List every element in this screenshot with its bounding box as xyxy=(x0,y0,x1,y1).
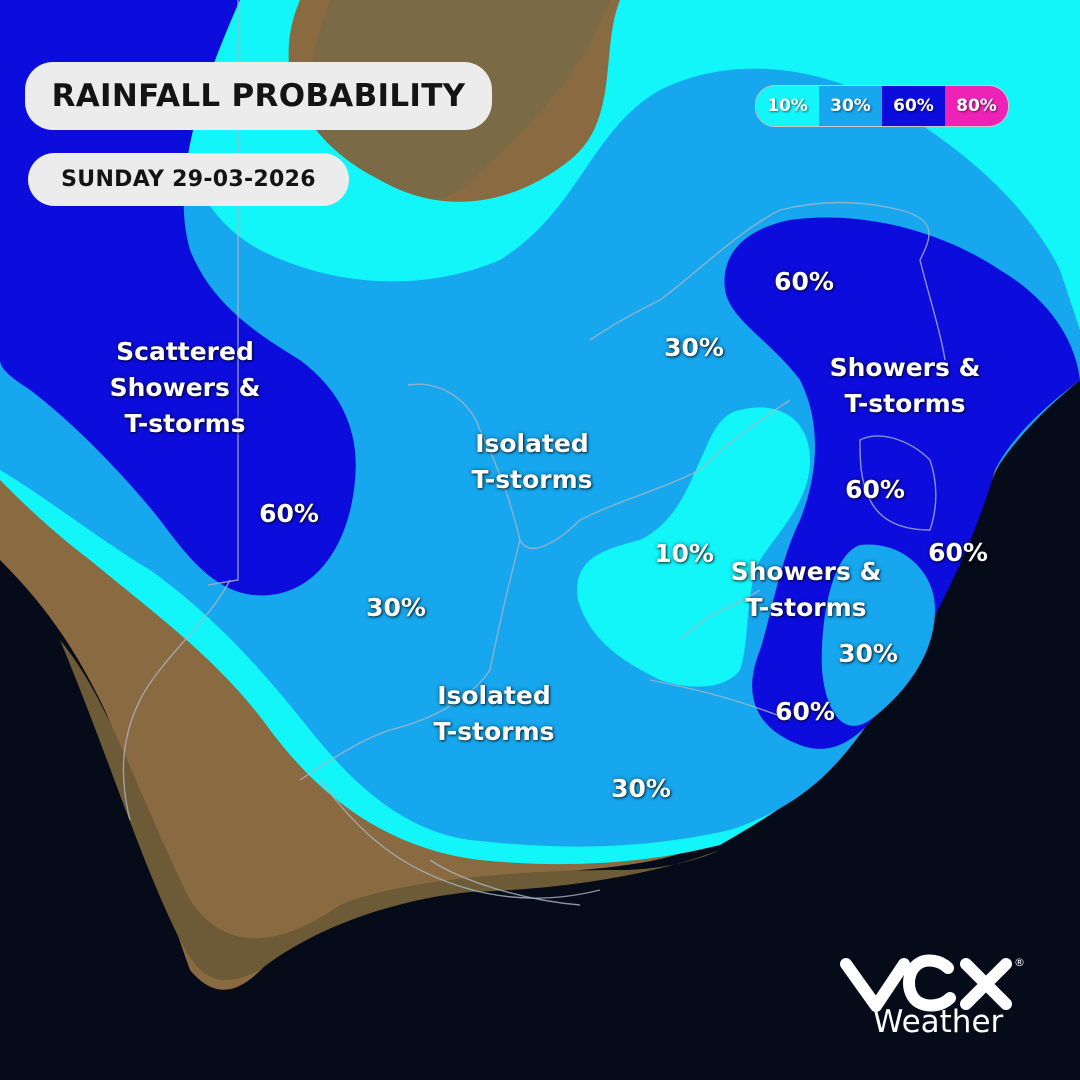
probability-legend: 10% 30% 60% 80% xyxy=(755,85,1009,127)
map-label-se-line-1: Showers & xyxy=(730,557,882,586)
map-label-west: Scattered Showers & T-storms xyxy=(110,334,261,442)
registered-mark: ® xyxy=(1014,956,1025,969)
zone-30-se xyxy=(821,544,935,726)
legend-item-10: 10% xyxy=(756,86,819,126)
map-label-south-line-2: T-storms xyxy=(433,717,555,746)
legend-item-60: 60% xyxy=(882,86,945,126)
map-label-coast-pct: 60% xyxy=(928,538,988,567)
map-label-dry-pct: 10% xyxy=(654,539,714,568)
map-label-ne-30: 30% xyxy=(664,333,724,362)
legend-item-80: 80% xyxy=(945,86,1008,126)
map-label-ne-desc: Showers & T-storms xyxy=(830,350,981,422)
vox-logo: ® xyxy=(840,954,1025,1012)
zone-60-east xyxy=(724,217,1080,749)
map-label-central-line-2: T-storms xyxy=(471,465,593,494)
map-label-se-line-2: T-storms xyxy=(745,593,867,622)
map-label-west-pct: 60% xyxy=(259,499,319,528)
map-label-south: Isolated T-storms xyxy=(433,678,554,750)
map-label-se-desc: Showers & T-storms xyxy=(731,554,882,626)
legend-item-30: 30% xyxy=(819,86,882,126)
map-label-central-pct: 30% xyxy=(366,593,426,622)
zone-10-inner xyxy=(577,407,810,687)
map-label-south-pct: 30% xyxy=(611,774,671,803)
map-label-central-line-1: Isolated xyxy=(475,429,589,458)
forecast-date: SUNDAY 29-03-2026 xyxy=(28,153,349,206)
map-label-west-line-2: Showers & xyxy=(109,373,261,402)
page-title: RAINFALL PROBABILITY xyxy=(25,62,492,130)
map-label-south-line-1: Isolated xyxy=(437,681,551,710)
map-label-central: Isolated T-storms xyxy=(471,426,592,498)
map-label-ne-line-2: T-storms xyxy=(844,389,966,418)
map-label-west-line-3: T-storms xyxy=(124,409,246,438)
zone-60-west xyxy=(0,0,356,596)
map-label-ne-pct-mid: 60% xyxy=(845,475,905,504)
map-label-west-line-1: Scattered xyxy=(116,337,254,366)
map-label-ne-line-1: Showers & xyxy=(829,353,981,382)
brand-wordmark: Weather xyxy=(872,1004,1004,1040)
map-label-ne-pct-top: 60% xyxy=(774,267,834,296)
map-label-se-30: 30% xyxy=(838,639,898,668)
province-borders xyxy=(122,0,946,906)
map-label-se-pct: 60% xyxy=(775,697,835,726)
